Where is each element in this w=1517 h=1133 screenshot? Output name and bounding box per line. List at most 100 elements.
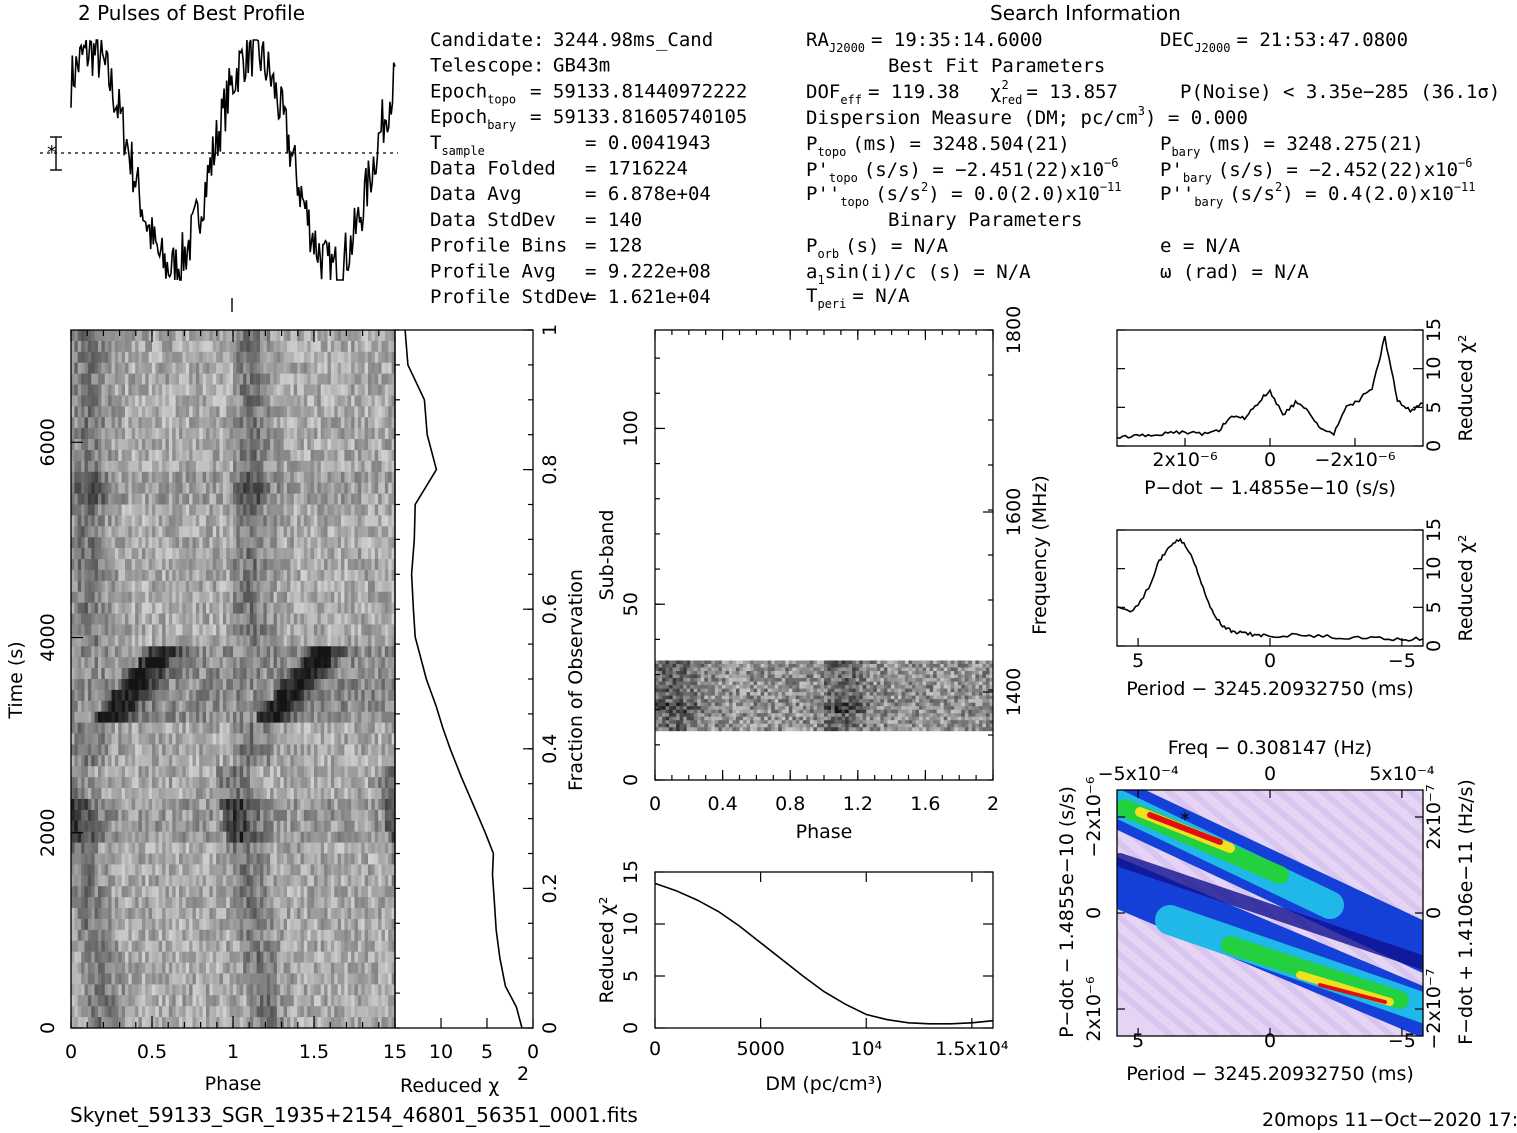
ptopo-line: Ptopo (ms) = 3248.504(21) — [806, 133, 1070, 159]
timestamp: 20mops 11−Oct−2020 17:36 — [1262, 1109, 1517, 1131]
pd-ylabel: Reduced χ² — [1455, 335, 1477, 442]
porb-line: Porb (s) = N/A — [806, 235, 949, 261]
pr-xtick-1: 0 — [1264, 650, 1276, 672]
param-4: Tsample = 0.0041943 — [430, 132, 711, 158]
fraction-tick-5: 1 — [539, 324, 561, 336]
mesh-xtick-0: 5 — [1132, 1030, 1144, 1052]
param-7: Data StdDev = 140 — [430, 209, 642, 231]
sb-freq-tick-0: 1400 — [1003, 668, 1025, 716]
fits-filename: Skynet_59133_SGR_1935+2154_46801_56351_0… — [70, 1103, 638, 1127]
param-6: Data Avg = 6.878e+04 — [430, 183, 711, 205]
chi2-fraction-frame — [394, 329, 534, 1029]
cf-xtick-0: 15 — [383, 1041, 407, 1063]
cf-xtick-1: 10 — [429, 1041, 453, 1063]
dof-line: DOFeff = 119.38 — [806, 81, 960, 107]
chi2-fraction-line — [404, 329, 523, 1029]
fraction-tick-2: 0.4 — [539, 734, 561, 764]
sb-xtick-0: 0 — [649, 793, 661, 815]
period-curve-frame — [1116, 529, 1424, 647]
pr-xtick-0: 5 — [1132, 650, 1144, 672]
sb-ytick-1: 50 — [620, 592, 642, 616]
mesh-right-ylabel: F−dot + 1.4106e−11 (Hz/s) — [1455, 779, 1477, 1045]
dm-xtick-3: 1.5x10⁴ — [935, 1038, 1009, 1060]
sb-freq-label: Frequency (MHz) — [1029, 475, 1051, 635]
fraction-tick-3: 0.6 — [539, 594, 561, 624]
mesh-xlabel: Period − 3245.20932750 (ms) — [1126, 1063, 1414, 1085]
param-9: Profile Avg = 9.222e+08 — [430, 260, 711, 282]
pd-xtick-1: 0 — [1264, 449, 1276, 471]
tp-ylabel: Time (s) — [5, 641, 27, 719]
p-pdot-map-axes: * 5 0 −5 −5x10⁻⁴ 0 5x10⁻⁴ −2x10⁻⁶ 2x10⁻⁷ 0 0 2x10⁻⁶… — [1056, 737, 1477, 1085]
dm-ylabel: Reduced χ² — [596, 897, 618, 1004]
tp-xtick-1: 0.5 — [137, 1041, 167, 1063]
time-phase-axes: 0 0.5 1 1.5 0 2000 4000 6000 Phase Time (s) 0 0.2 0.… — [5, 324, 587, 1095]
period-curve-line — [1116, 537, 1424, 642]
cf-xtick-2: 5 — [481, 1041, 493, 1063]
tp-xtick-3: 1.5 — [299, 1041, 329, 1063]
pulse-profile-plot: * — [40, 39, 398, 312]
cf-xlabel-sup: 2 — [517, 1063, 529, 1085]
svg-text:RAJ2000= 19:35:14.6000: RAJ2000 = 19:35:14.6000 — [806, 29, 1043, 55]
tp-ytick-0: 0 — [37, 1022, 59, 1034]
param-8: Profile Bins = 128 — [430, 235, 642, 257]
pr-xtick-2: −5 — [1388, 650, 1416, 672]
pr-ytick-3: 15 — [1423, 518, 1445, 542]
cf-xlabel: Reduced χ — [400, 1075, 499, 1097]
best-fit-title: Best Fit Parameters — [888, 55, 1105, 77]
pd-ytick-1: 5 — [1423, 401, 1445, 413]
tp-ytick-3: 6000 — [37, 418, 59, 466]
mesh-top-xtick-0: −5x10⁻⁴ — [1098, 763, 1179, 785]
pdot-bary-line: P'bary (s/s) = −2.452(22)x10−6 — [1160, 156, 1472, 185]
pdot-curve-frame — [1116, 329, 1424, 447]
tp-ytick-1: 2000 — [37, 809, 59, 857]
dm-ytick-0: 0 — [620, 1022, 642, 1034]
ra-line: RAJ2000 = 19:35:14.6000 — [806, 29, 1043, 55]
dm-line: Dispersion Measure (DM; pc/cm3) = 0.000 — [806, 104, 1248, 129]
mesh-xtick-2: −5 — [1388, 1030, 1416, 1052]
dm-ytick-2: 10 — [620, 912, 642, 936]
mesh-rtick-1: 0 — [1423, 907, 1445, 919]
pd-ytick-3: 15 — [1423, 318, 1445, 342]
pr-ytick-1: 5 — [1423, 601, 1445, 613]
param-5: Data Folded = 1716224 — [430, 158, 688, 180]
candidate-params: Candidate: 3244.98ms_Cand Telescope: GB43m E… — [430, 29, 747, 308]
fraction-tick-0: 0 — [539, 1022, 561, 1034]
cf-xtick-3: 0 — [527, 1041, 539, 1063]
sb-xtick-2: 0.8 — [775, 793, 805, 815]
profile-mean-star: * — [47, 142, 57, 164]
dm-xtick-1: 5000 — [736, 1038, 784, 1060]
mesh-title: Freq − 0.308147 (Hz) — [1168, 737, 1372, 759]
period-curve-axes: 0 5 10 15 Reduced χ² 5 0 −5 Period − 3245.209327… — [1117, 518, 1477, 700]
profile-title: 2 Pulses of Best Profile — [78, 1, 305, 25]
dm-xtick-0: 0 — [649, 1038, 661, 1060]
tp-xlabel: Phase — [205, 1073, 262, 1095]
mesh-rtick-2: −2x10⁻⁷ — [1423, 968, 1445, 1049]
fraction-tick-1: 0.2 — [539, 873, 561, 903]
pdot-curve-line — [1116, 335, 1424, 440]
pd-xlabel: P−dot − 1.4855e−10 (s/s) — [1144, 477, 1396, 499]
sb-freq-tick-1: 1600 — [1003, 488, 1025, 536]
param-10: Profile StdDev= 1.621e+04 — [430, 286, 711, 308]
param-0: Candidate: 3244.98ms_Cand — [430, 29, 713, 51]
mesh-xtick-1: 0 — [1264, 1030, 1276, 1052]
dm-curve-axes: 0 5000 10⁴ 1.5x10⁴ 0 5 10 15 DM (pc/cm³) Reduced … — [596, 860, 1009, 1095]
sb-xlabel: Phase — [796, 821, 853, 843]
binary-title: Binary Parameters — [888, 209, 1082, 231]
dm-curve-line — [654, 882, 994, 1025]
a1sini-line: a1sin(i)/c (s) = N/A — [806, 261, 1031, 287]
param-3: Epochbary = 59133.81605740105 — [430, 106, 747, 132]
subband-phase-heatmap — [655, 660, 993, 732]
search-info-title: Search Information — [990, 1, 1181, 25]
pddot-topo-line: P''topo (s/s2) = 0.0(2.0)x10−11 — [806, 180, 1122, 209]
sb-xtick-4: 1.6 — [910, 793, 940, 815]
pd-xtick-2: −2x10⁻⁶ — [1314, 449, 1395, 471]
mesh-ytick-1: 0 — [1083, 907, 1105, 919]
tperi-line: Tperi = N/A — [806, 285, 910, 311]
pd-ytick-2: 10 — [1423, 357, 1445, 381]
mesh-ylabel: P−dot − 1.4855e−10 (s/s) — [1056, 786, 1078, 1038]
time-phase-heatmap — [71, 330, 395, 1028]
pr-ytick-2: 10 — [1423, 557, 1445, 581]
pbary-line: Pbary (ms) = 3248.275(21) — [1160, 133, 1424, 159]
mesh-top-xtick-2: 5x10⁻⁴ — [1369, 763, 1435, 785]
